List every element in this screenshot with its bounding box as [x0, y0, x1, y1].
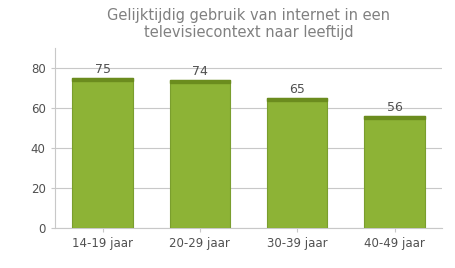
Text: 75: 75	[94, 63, 110, 76]
Bar	[364, 116, 424, 119]
Bar	[169, 80, 229, 228]
Bar	[169, 80, 229, 83]
Bar	[267, 98, 327, 101]
Text: 56: 56	[386, 101, 402, 114]
Bar	[72, 78, 132, 81]
Text: 74: 74	[192, 65, 207, 78]
Title: Gelijktijdig gebruik van internet in een
televisiecontext naar leeftijd: Gelijktijdig gebruik van internet in een…	[107, 8, 389, 40]
Text: 65: 65	[288, 83, 304, 96]
Bar	[267, 98, 327, 228]
Bar	[364, 116, 424, 228]
Bar	[72, 78, 132, 228]
